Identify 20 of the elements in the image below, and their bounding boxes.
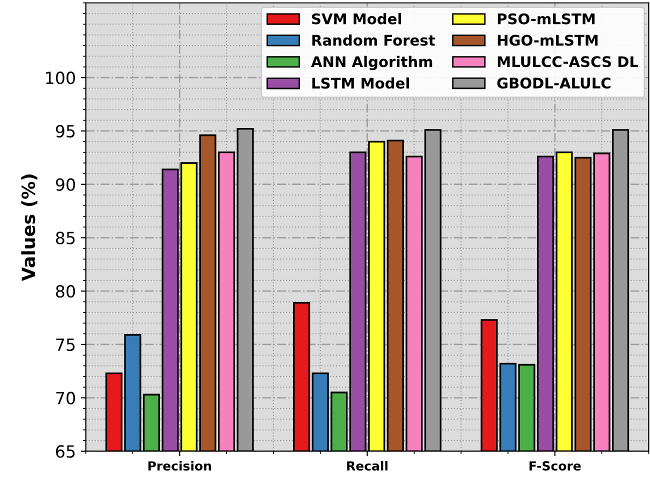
x-tick-label: F-Score bbox=[530, 461, 581, 471]
y-tick-label: 95 bbox=[56, 124, 75, 138]
y-tick-label: 70 bbox=[56, 392, 75, 404]
y-tick-label: 65 bbox=[56, 445, 75, 458]
y-tick-label: 90 bbox=[56, 178, 75, 191]
legend-label: GBODL-ALULC bbox=[497, 78, 610, 89]
legend-label: PSO-mLSTM bbox=[498, 13, 595, 24]
x-tick-label: Recall bbox=[347, 460, 388, 471]
y-tick-label: 85 bbox=[56, 232, 75, 244]
legend-label: MLULCC-ASCS DL bbox=[498, 56, 638, 68]
legend-label: LSTM Model bbox=[312, 77, 409, 89]
legend-label: HGO-mLSTM bbox=[498, 34, 598, 46]
legend-label: SVM Model bbox=[312, 13, 401, 24]
x-tick-label: Precision bbox=[148, 460, 211, 471]
legend-label: Random Forest bbox=[312, 34, 435, 46]
legend-label: ANN Algorithm bbox=[311, 56, 432, 70]
y-tick-label: 75 bbox=[56, 338, 75, 352]
y-tick-label: 100 bbox=[46, 72, 75, 84]
y-axis-title: Values (%) bbox=[21, 174, 38, 281]
y-tick-label: 80 bbox=[56, 285, 75, 298]
